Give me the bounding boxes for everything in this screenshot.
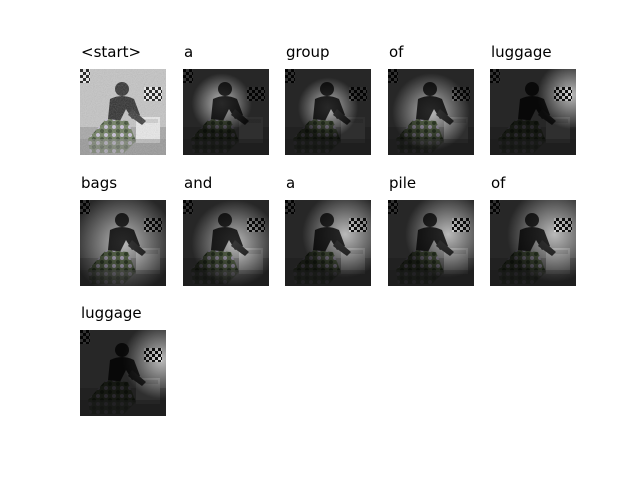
panel-title: luggage [491,43,552,61]
panel: luggage [490,43,576,155]
attention-overlay [80,330,166,416]
panel: a [285,174,371,286]
attention-overlay [80,200,166,286]
panel-title: group [286,43,330,61]
panel-title: of [389,43,404,61]
panel: a [183,43,269,155]
attention-overlay [490,69,576,155]
panel: of [388,43,474,155]
panel-title: luggage [81,304,142,322]
panel: <start> [80,43,166,155]
panel-title: bags [81,174,117,192]
panel-title: <start> [81,43,141,61]
attention-overlay [183,69,269,155]
panel-title: a [286,174,295,192]
attention-overlay [285,200,371,286]
attention-overlay [388,69,474,155]
panel: and [183,174,269,286]
panel: luggage [80,304,166,416]
panel: of [490,174,576,286]
panel: bags [80,174,166,286]
attention-overlay [490,200,576,286]
panel-title: and [184,174,212,192]
attention-overlay [388,200,474,286]
panel: pile [388,174,474,286]
panel-title: of [491,174,506,192]
panel-title: pile [389,174,416,192]
attention-overlay [183,200,269,286]
panel-title: a [184,43,193,61]
panel: group [285,43,371,155]
attention-overlay [285,69,371,155]
